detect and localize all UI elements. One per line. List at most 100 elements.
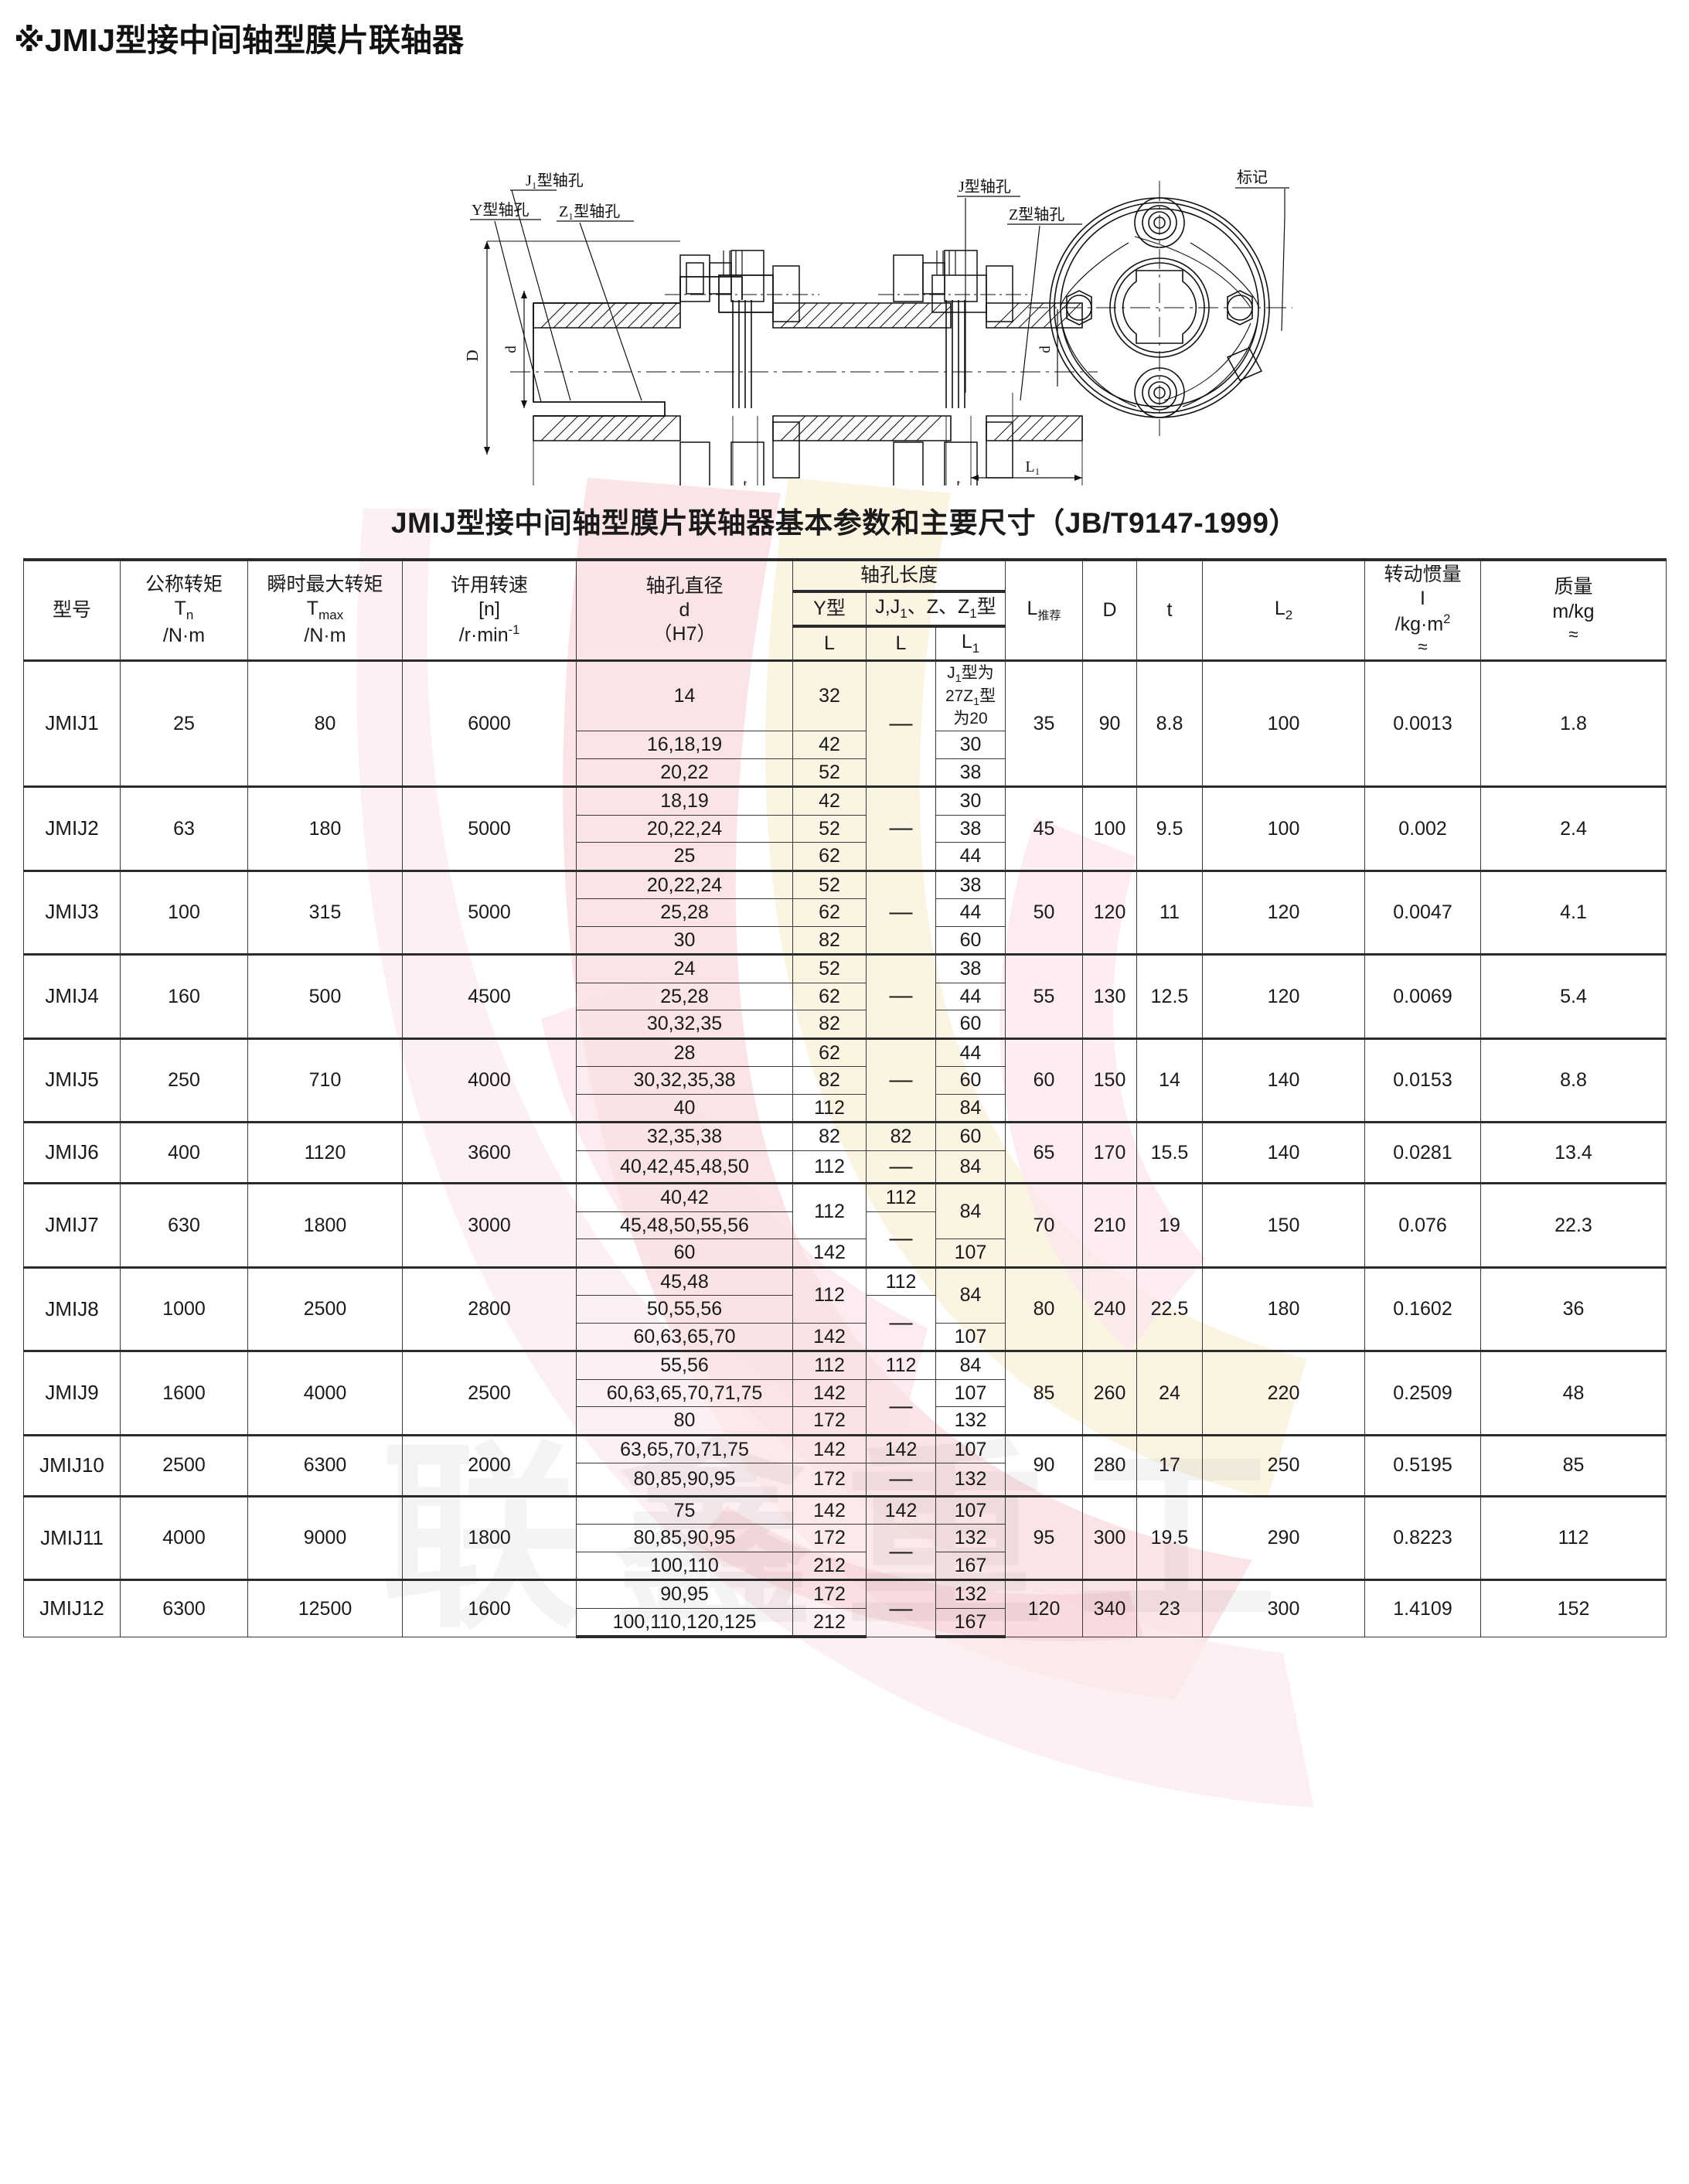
th-l-recommend: L推荐 — [1005, 558, 1083, 662]
label-y-bore: Y型轴孔 — [472, 201, 529, 219]
cell-model: JMIJ12 — [23, 1579, 121, 1637]
table-row: JMIJ2 63 180 5000 18,19 42—30 45 100 9.5 100 0.002… — [23, 785, 1667, 871]
cell-l-recommend: 45 — [1005, 785, 1083, 871]
th-model: 型号 — [23, 558, 121, 662]
cell-bore-length-L1: 84 — [935, 1350, 1006, 1380]
cell-model: JMIJ4 — [23, 953, 121, 1039]
cell-L2: 120 — [1202, 869, 1365, 956]
cell-D: 280 — [1082, 1433, 1137, 1497]
dim-t-left: t — [743, 476, 747, 486]
cell-peak-torque: 180 — [247, 785, 403, 871]
th-speed-l2: [n] — [478, 598, 500, 621]
cell-inertia: 0.0281 — [1364, 1121, 1481, 1184]
cell-bore-length-L1: 44 — [935, 982, 1006, 1011]
cell-peak-torque: 1120 — [247, 1121, 403, 1184]
cell-t: 17 — [1136, 1433, 1203, 1497]
cell-bore-length-jz: — — [866, 785, 936, 871]
cell-bore-length-y: 32 — [792, 659, 867, 732]
cell-inertia: 0.076 — [1364, 1182, 1481, 1268]
cell-inertia: 0.0069 — [1364, 953, 1481, 1039]
cell-L2: 290 — [1202, 1494, 1365, 1581]
table-row: JMIJ8 1000 2500 2800 45,48 112 112 84 80 240 22.5 1… — [23, 1266, 1667, 1352]
table-row: JMIJ1 25 80 6000 14 32— J1型为27Z1型为20 35 90 8.8 100… — [23, 659, 1667, 788]
cell-mass: 4.1 — [1480, 869, 1667, 956]
cell-bore-length-L1: 30 — [935, 785, 1006, 816]
cell-L2: 300 — [1202, 1579, 1365, 1637]
cell-mass: 1.8 — [1480, 659, 1667, 788]
cell-D: 90 — [1082, 659, 1137, 788]
th-l-recommend-main: L — [1027, 598, 1038, 620]
cell-inertia: 0.8223 — [1364, 1494, 1481, 1581]
cell-speed: 5000 — [402, 785, 577, 871]
cell-bore-diameter: 60 — [576, 1239, 793, 1268]
cell-D: 150 — [1082, 1037, 1137, 1123]
cell-peak-torque: 80 — [247, 659, 403, 788]
cell-inertia: 0.5195 — [1364, 1433, 1481, 1497]
th-inertia: 转动惯量 I /kg·m2 ≈ — [1364, 558, 1481, 662]
cell-bore-length-jz: — — [866, 1463, 936, 1497]
dim-L1: L₁ — [1025, 458, 1040, 475]
cell-bore-diameter: 30,32,35,38 — [576, 1066, 793, 1095]
cell-t: 19 — [1136, 1182, 1203, 1268]
cell-nominal-torque: 63 — [120, 785, 248, 871]
cell-bore-diameter: 100,110 — [576, 1551, 793, 1581]
cell-peak-torque: 500 — [247, 953, 403, 1039]
cell-t: 22.5 — [1136, 1266, 1203, 1352]
cell-bore-diameter: 20,22,24 — [576, 814, 793, 843]
th-D: D — [1082, 558, 1137, 662]
cell-nominal-torque: 400 — [120, 1121, 248, 1184]
cell-peak-torque: 6300 — [247, 1433, 403, 1497]
th-peak-torque-sub: max — [318, 608, 344, 623]
cell-inertia: 0.0153 — [1364, 1037, 1481, 1123]
th-bore-dia: 轴孔直径 d （H7） — [576, 558, 793, 662]
th-nominal-torque-sub: n — [186, 608, 194, 623]
th-nominal-torque-sym: T — [174, 598, 186, 620]
cell-bore-length-y: 112 — [792, 1350, 867, 1380]
cell-bore-diameter: 30 — [576, 925, 793, 956]
cell-l-recommend: 85 — [1005, 1350, 1083, 1436]
cell-L2: 140 — [1202, 1121, 1365, 1184]
cell-D: 300 — [1082, 1494, 1137, 1581]
cell-bore-length-y: 82 — [792, 925, 867, 956]
cell-l-recommend: 95 — [1005, 1494, 1083, 1581]
cell-bore-length-L1: 132 — [935, 1406, 1006, 1436]
th-inertia-l4: ≈ — [1418, 637, 1428, 657]
cell-peak-torque: 710 — [247, 1037, 403, 1123]
th-col-L-y: L — [792, 624, 867, 663]
cell-t: 8.8 — [1136, 659, 1203, 788]
cell-bore-diameter: 40 — [576, 1093, 793, 1123]
cell-nominal-torque: 250 — [120, 1037, 248, 1123]
cell-speed: 6000 — [402, 659, 577, 788]
cell-speed: 5000 — [402, 869, 577, 956]
cell-bore-diameter: 28 — [576, 1037, 793, 1068]
table-row: JMIJ3 100 315 5000 20,22,24 52—38 50 120 11 120 0.… — [23, 869, 1667, 956]
cell-bore-diameter: 45,48 — [576, 1266, 793, 1296]
cell-mass: 85 — [1480, 1433, 1667, 1497]
cell-speed: 3600 — [402, 1121, 577, 1184]
cell-bore-length-jz: 112 — [866, 1350, 936, 1380]
cell-bore-length-L1: 38 — [935, 814, 1006, 843]
cell-bore-diameter: 60,63,65,70,71,75 — [576, 1378, 793, 1408]
th-mass-l2: m/kg — [1552, 600, 1595, 622]
cell-bore-length-L1: 38 — [935, 953, 1006, 983]
cell-bore-diameter: 75 — [576, 1494, 793, 1525]
cell-peak-torque: 2500 — [247, 1266, 403, 1352]
cell-bore-length-y: 82 — [792, 1066, 867, 1095]
cell-model: JMIJ11 — [23, 1494, 121, 1581]
cell-l-recommend: 70 — [1005, 1182, 1083, 1268]
cell-bore-length-y: 142 — [792, 1239, 867, 1268]
cell-bore-length-jz: — — [866, 1579, 936, 1637]
cell-bore-diameter: 50,55,56 — [576, 1295, 793, 1324]
cell-speed: 2000 — [402, 1433, 577, 1497]
cell-bore-length-L1: 44 — [935, 1037, 1006, 1068]
cell-bore-length-L1: 167 — [935, 1607, 1006, 1639]
cell-bore-diameter: 20,22 — [576, 758, 793, 788]
cell-bore-diameter: 40,42,45,48,50 — [576, 1150, 793, 1184]
cell-bore-length-L1: 60 — [935, 1121, 1006, 1151]
cell-bore-diameter: 80,85,90,95 — [576, 1524, 793, 1552]
table-body: JMIJ1 25 80 6000 14 32— J1型为27Z1型为20 35 90 8.8 100… — [23, 659, 1667, 1639]
cell-bore-length-y: 82 — [792, 1010, 867, 1039]
cell-mass: 13.4 — [1480, 1121, 1667, 1184]
cell-bore-length-y: 42 — [792, 731, 867, 759]
cell-D: 130 — [1082, 953, 1137, 1039]
